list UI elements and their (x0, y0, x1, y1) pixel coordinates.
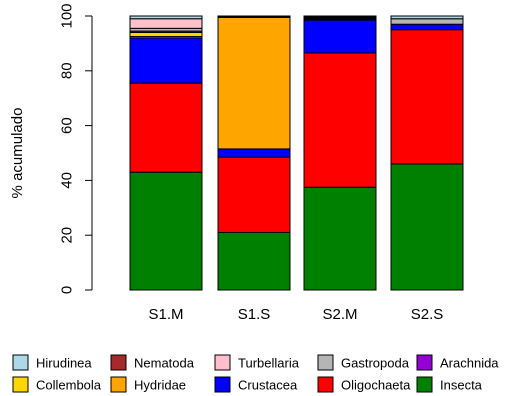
x-category-label: S2.S (411, 306, 444, 323)
x-category-label: S1.S (238, 306, 271, 323)
x-category-label: S1.M (148, 306, 183, 323)
y-tick-label: 60 (59, 117, 76, 134)
legend-swatch-hirudinea (12, 354, 29, 371)
bar-segment-s2-s-hirudinea (390, 15, 464, 20)
legend-swatch-gastropoda (317, 354, 334, 371)
legend: Hirudinea Nematoda Turbellaria Gastropoda Ar… (12, 354, 499, 393)
x-category-label: S2.M (322, 306, 357, 323)
bars-layer (129, 15, 464, 291)
bar-segment-s2-m-other (303, 15, 377, 21)
bar-segment-s1-m-collembola (129, 31, 203, 38)
bar-segment-s1-m-oligochaeta (129, 82, 203, 173)
bar-segment-s2-s-crustacea (390, 23, 464, 31)
bar-segment-s1-m-turbellaria (129, 18, 203, 29)
legend-label-gastropoda: Gastropoda (341, 356, 410, 371)
legend-swatch-turbellaria (214, 354, 231, 371)
legend-label-insecta: Insecta (440, 378, 483, 393)
legend-label-crustacea: Crustacea (238, 378, 298, 393)
bar-segment-s2-m-insecta (303, 186, 377, 291)
legend-swatch-oligochaeta (317, 376, 334, 393)
bar-segment-s2-s-gastropoda (390, 18, 464, 25)
bar-segment-s1-s-oligochaeta (217, 156, 291, 233)
y-tick-label: 20 (59, 227, 76, 244)
x-axis-labels: S1.M S1.S S2.M S2.S (148, 306, 443, 323)
legend-label-collembola: Collembola (36, 378, 102, 393)
y-axis-title: % acumulado (9, 108, 26, 199)
bar-segment-s2-s-insecta (390, 163, 464, 291)
y-tick-label: 80 (59, 62, 76, 79)
bar-segment-s1-s-insecta (217, 231, 291, 291)
bar-segment-s1-m-crustacea (129, 37, 203, 84)
bar-segment-s2-m-crustacea (303, 19, 377, 54)
legend-swatch-arachnida (416, 354, 433, 371)
legend-label-nematoda: Nematoda (134, 356, 195, 371)
bar-segment-s1-m-insecta (129, 171, 203, 291)
y-tick-label: 40 (59, 172, 76, 189)
legend-swatch-collembola (12, 376, 29, 393)
y-tick-label: 100 (59, 3, 76, 28)
bar-segment-s1-s-crustacea (217, 148, 291, 158)
bar-segment-s1-s-hydridae (217, 16, 291, 150)
legend-swatch-crustacea (214, 376, 231, 393)
y-tick-label: 0 (59, 286, 76, 294)
legend-label-hirudinea: Hirudinea (36, 356, 92, 371)
bar-segment-s1-s-other (217, 15, 291, 18)
bar-segment-s2-m-oligochaeta (303, 52, 377, 188)
legend-swatch-insecta (416, 376, 433, 393)
legend-label-turbellaria: Turbellaria (238, 356, 300, 371)
legend-label-arachnida: Arachnida (440, 356, 499, 371)
bar-segment-s1-m-hirudinea (129, 15, 203, 20)
legend-swatch-hydridae (110, 376, 127, 393)
bar-segment-s2-s-oligochaeta (390, 29, 464, 165)
legend-label-hydridae: Hydridae (134, 378, 186, 393)
legend-label-oligochaeta: Oligochaeta (341, 378, 411, 393)
y-axis: 0 20 40 60 80 100 (59, 3, 93, 294)
legend-swatch-nematoda (110, 354, 127, 371)
